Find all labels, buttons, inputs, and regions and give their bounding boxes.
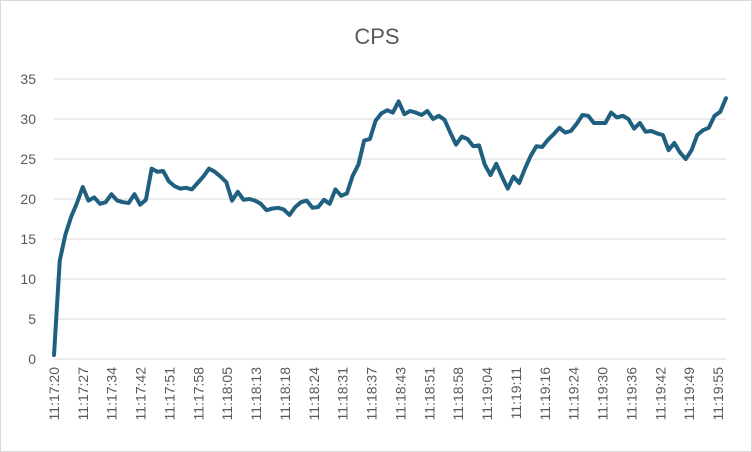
x-tick-label: 11:18:24 xyxy=(306,367,322,421)
x-tick-label: 11:18:51 xyxy=(421,367,437,421)
chart-title: CPS xyxy=(354,24,399,49)
x-tick-label: 11:18:05 xyxy=(219,367,235,421)
x-tick-label: 11:17:34 xyxy=(104,367,120,421)
x-tick-label: 11:19:49 xyxy=(681,367,697,421)
x-tick-label: 11:19:04 xyxy=(479,367,495,421)
x-tick-label: 11:18:13 xyxy=(248,367,264,421)
y-tick-label: 15 xyxy=(20,231,36,247)
x-tick-label: 11:18:37 xyxy=(364,367,380,421)
y-tick-label: 35 xyxy=(20,71,36,87)
series-layer xyxy=(52,96,728,357)
y-tick-label: 30 xyxy=(20,111,36,127)
y-tick-label: 0 xyxy=(28,351,36,367)
x-tick-label: 11:19:24 xyxy=(566,367,582,421)
y-tick-label: 5 xyxy=(28,311,36,327)
y-axis-tick-labels: 0 5 10 15 20 25 30 35 xyxy=(20,71,36,367)
x-tick-label: 11:17:27 xyxy=(75,367,91,421)
x-tick-label: 11:17:20 xyxy=(46,367,62,421)
x-tick-label: 11:19:16 xyxy=(537,367,553,421)
x-tick-label: 11:17:42 xyxy=(133,367,149,421)
x-tick-label: 11:19:11 xyxy=(508,367,524,420)
x-tick-label: 11:19:55 xyxy=(710,367,726,421)
x-tick-label: 11:18:31 xyxy=(335,367,351,421)
x-tick-label: 11:19:30 xyxy=(595,367,611,421)
x-tick-label: 11:18:18 xyxy=(277,367,293,421)
x-tick-label: 11:17:58 xyxy=(190,367,206,421)
y-tick-label: 20 xyxy=(20,191,36,207)
series-line xyxy=(52,96,728,357)
x-axis-tick-labels: 11:17:20 11:17:27 11:17:34 11:17:42 11:17:51… xyxy=(46,367,726,421)
x-tick-label: 11:17:51 xyxy=(161,367,177,421)
y-tick-label: 25 xyxy=(20,151,36,167)
gridlines xyxy=(54,78,726,360)
x-tick-label: 11:19:42 xyxy=(652,367,668,421)
x-tick-label: 11:18:43 xyxy=(392,367,408,421)
y-tick-label: 10 xyxy=(20,271,36,287)
x-tick-label: 11:19:36 xyxy=(623,367,639,421)
x-tick-label: 11:18:58 xyxy=(450,367,466,421)
